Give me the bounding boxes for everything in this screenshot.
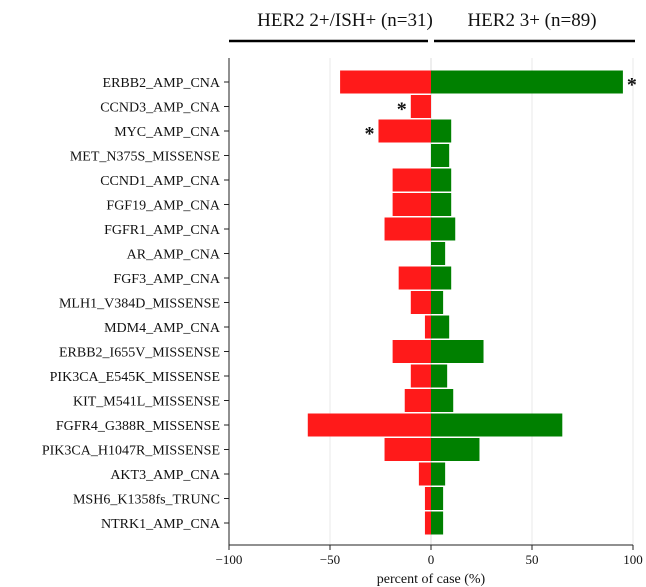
group-headers: HER2 2+/ISH+ (n=31) HER2 3+ (n=89) [229,10,635,43]
category-label: MSH6_K1358fs_TRUNC [73,493,220,508]
x-tick-label: −50 [320,552,340,567]
category-label: CCND1_AMP_CNA [100,174,221,189]
bar-right [431,168,452,192]
significance-asterisk: * [397,99,407,121]
category-label: FGF3_AMP_CNA [113,272,220,287]
bar-left [410,364,431,388]
x-axis: −100 −50 0 50 100 percent of case (%) [216,58,643,587]
bar-right [431,389,454,412]
bar-right [431,242,446,265]
significance-asterisk: * [627,74,637,96]
category-label: ERBB2_I655V_MISSENSE [59,346,220,361]
bar-right [431,266,452,290]
bar-left [384,438,431,461]
bars [307,70,623,535]
category-label: MLH1_V384D_MISSENSE [59,297,220,312]
group-label-right: HER2 3+ (n=89) [467,10,596,31]
category-label: FGF19_AMP_CNA [106,199,220,214]
bar-right [431,511,444,535]
bar-right [431,217,456,241]
x-tick-label: 50 [526,552,539,567]
category-label: PIK3CA_H1047R_MISSENSE [42,444,220,459]
bar-left [398,266,431,290]
bar-left [378,119,431,143]
bar-right [431,340,484,363]
significance-asterisk: * [364,123,374,145]
category-label: MET_N375S_MISSENSE [70,150,220,165]
category-label: KIT_M541L_MISSENSE [73,395,220,410]
bar-right [431,119,452,143]
x-axis-title: percent of case (%) [377,572,486,587]
bar-right [431,144,450,167]
annotations: * * * [364,74,636,145]
bar-left [424,487,431,510]
category-label: MDM4_AMP_CNA [104,321,221,336]
category-label: FGFR1_AMP_CNA [104,223,221,238]
category-label: ERBB2_AMP_CNA [103,76,221,91]
bar-left [392,340,431,363]
bar-right [431,291,444,314]
bar-left [410,291,431,314]
category-labels: ERBB2_AMP_CNA CCND3_AMP_CNA MYC_AMP_CNA MET… [42,76,229,532]
group-label-left: HER2 2+/ISH+ (n=31) [257,10,433,31]
category-label: FGFR4_G388R_MISSENSE [56,419,220,434]
bar-left [307,413,431,437]
category-label: MYC_AMP_CNA [114,125,221,140]
bar-left [424,511,431,535]
x-tick-label: −100 [216,552,243,567]
bar-right [431,487,444,510]
bar-left [392,193,431,216]
bar-right [431,315,450,339]
bar-left [424,315,431,339]
category-label: AR_AMP_CNA [127,248,221,263]
category-label: NTRK1_AMP_CNA [101,517,221,532]
x-tick-label: 100 [623,552,643,567]
category-label: CCND3_AMP_CNA [100,101,221,116]
category-label: AKT3_AMP_CNA [110,468,221,483]
bar-left [404,389,431,412]
bar-left [418,462,431,486]
category-label: PIK3CA_E545K_MISSENSE [50,370,220,385]
bar-right [431,462,446,486]
bar-right [431,413,563,437]
bar-left [384,217,431,241]
bar-left [410,95,431,118]
bar-right [431,438,480,461]
x-tick-label: 0 [428,552,435,567]
bar-right [431,364,448,388]
bar-right [431,193,452,216]
bar-right [431,70,623,94]
bar-left [392,168,431,192]
bar-left [340,70,431,94]
